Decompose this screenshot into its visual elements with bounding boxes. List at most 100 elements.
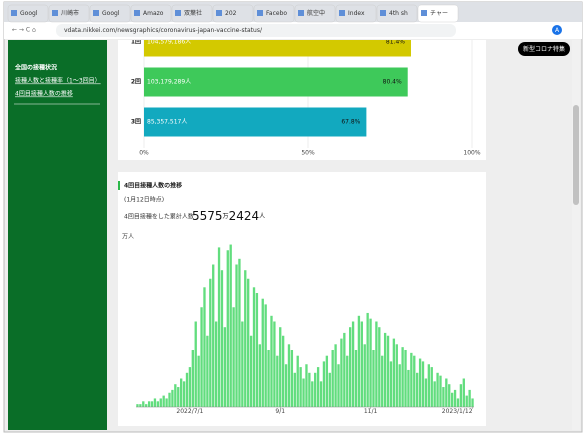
bar bbox=[290, 350, 294, 407]
tab[interactable] bbox=[417, 4, 459, 23]
tab-label[interactable]: 川崎市 bbox=[61, 9, 79, 17]
bar bbox=[177, 387, 180, 407]
bar bbox=[182, 381, 186, 407]
bar bbox=[258, 344, 262, 407]
value-label: 81.4% bbox=[386, 39, 405, 46]
bar bbox=[235, 264, 238, 407]
total-part: 2424 bbox=[229, 209, 260, 223]
x-tick-label: 9/1 bbox=[275, 408, 285, 415]
url[interactable]: vdata.nikkei.com/newsgraphics/coronaviru… bbox=[64, 27, 263, 34]
bar bbox=[369, 318, 372, 407]
profile-letter[interactable]: A bbox=[555, 27, 560, 34]
feature-button-label[interactable]: 新型コロナ特集 bbox=[523, 45, 565, 53]
bar bbox=[241, 321, 244, 407]
bar bbox=[302, 378, 305, 407]
bar bbox=[276, 355, 279, 407]
bar bbox=[316, 367, 320, 407]
sidebar-link[interactable]: 接種人数と接種率（1〜3回目） bbox=[15, 77, 101, 85]
tab-icon bbox=[421, 10, 427, 16]
tab-icon bbox=[339, 10, 345, 16]
bar bbox=[197, 355, 200, 407]
tab-label[interactable]: Amazo bbox=[143, 10, 164, 17]
bar bbox=[418, 358, 422, 407]
tab[interactable] bbox=[89, 4, 131, 23]
y-tick-label: 3回 bbox=[131, 118, 141, 126]
x-tick-label: 11/1 bbox=[364, 408, 378, 415]
bar bbox=[413, 355, 416, 407]
bar bbox=[171, 389, 174, 407]
tab-label[interactable]: 航空中 bbox=[307, 9, 325, 17]
tab-label[interactable]: 双葉社 bbox=[184, 9, 202, 17]
bar bbox=[270, 315, 273, 407]
scrollbar[interactable] bbox=[572, 40, 580, 430]
total: 5575万2424人 bbox=[192, 209, 265, 223]
sidebar-link[interactable]: 4回目接種人数の推移 bbox=[15, 90, 73, 98]
tab[interactable] bbox=[376, 4, 418, 23]
bar bbox=[191, 350, 194, 407]
profile[interactable] bbox=[552, 25, 562, 35]
tab[interactable] bbox=[48, 4, 90, 23]
tab[interactable] bbox=[294, 4, 336, 23]
bar bbox=[459, 384, 463, 407]
x-tick-label: 2022/7/1 bbox=[176, 408, 203, 415]
bar bbox=[462, 378, 465, 407]
bar bbox=[287, 344, 291, 407]
feature-button[interactable] bbox=[518, 42, 570, 56]
bar bbox=[433, 381, 436, 407]
bar bbox=[214, 321, 218, 407]
tab-icon bbox=[93, 10, 99, 16]
bar bbox=[348, 327, 352, 407]
bar bbox=[340, 338, 343, 407]
bar bbox=[144, 67, 408, 97]
bar bbox=[255, 293, 259, 407]
bar bbox=[319, 381, 323, 407]
tab-label[interactable]: 202 bbox=[225, 10, 237, 17]
bar bbox=[381, 355, 384, 407]
count-label: 103,179,289人 bbox=[147, 79, 191, 86]
bar bbox=[200, 307, 203, 407]
bar bbox=[296, 355, 299, 407]
bar bbox=[337, 364, 340, 407]
address-bar[interactable] bbox=[56, 24, 456, 37]
bar bbox=[223, 327, 227, 407]
tab-label[interactable]: 4th sh bbox=[389, 10, 408, 17]
bar bbox=[247, 278, 250, 407]
bar bbox=[436, 372, 439, 407]
tab-label[interactable]: Googl bbox=[102, 10, 120, 17]
tab-label[interactable]: Index bbox=[348, 10, 365, 17]
nav-buttons[interactable]: ← → C ⌂ bbox=[12, 27, 36, 34]
bar bbox=[445, 378, 448, 407]
bar bbox=[145, 404, 148, 407]
bar bbox=[179, 378, 183, 407]
tab[interactable] bbox=[253, 4, 295, 23]
sidebar-title: 全国の接種状況 bbox=[14, 64, 57, 72]
tab-label[interactable]: Googl bbox=[20, 10, 38, 17]
tab-icon bbox=[257, 10, 263, 16]
bar bbox=[311, 381, 314, 407]
tab[interactable] bbox=[130, 4, 172, 23]
tab-label[interactable]: Facebo bbox=[266, 10, 287, 17]
tab[interactable] bbox=[335, 4, 377, 23]
tab[interactable] bbox=[171, 4, 213, 23]
tab-icon bbox=[175, 10, 181, 16]
tab[interactable] bbox=[212, 4, 254, 23]
x-tick-label: 100% bbox=[463, 150, 480, 157]
bar bbox=[325, 355, 329, 407]
bar bbox=[217, 247, 221, 407]
bar bbox=[220, 270, 224, 407]
scroll-thumb[interactable] bbox=[573, 105, 579, 205]
tab-label[interactable]: チャー bbox=[430, 10, 448, 17]
bar bbox=[305, 364, 308, 407]
x-tick-label: 2023/1/12 bbox=[442, 408, 473, 415]
bar bbox=[293, 372, 296, 407]
bar bbox=[185, 372, 189, 407]
bar bbox=[395, 344, 398, 407]
section-title: 4回目接種人数の推移 bbox=[124, 182, 182, 190]
tab[interactable] bbox=[7, 4, 49, 23]
bar bbox=[206, 335, 209, 407]
bar bbox=[389, 361, 393, 407]
bar bbox=[398, 364, 401, 407]
bar bbox=[407, 369, 410, 407]
bar bbox=[468, 389, 471, 407]
